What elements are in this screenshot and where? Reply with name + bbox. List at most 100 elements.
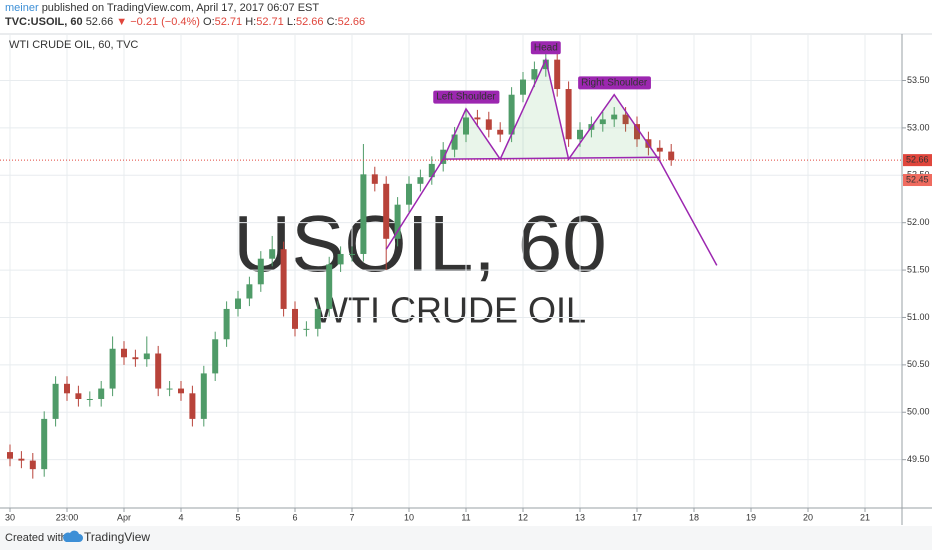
y-tick-label: 50.50 xyxy=(907,359,930,369)
chart-title: WTI CRUDE OIL, 60, TVC xyxy=(9,39,138,51)
candle-body xyxy=(520,79,526,95)
x-tick-label: 5 xyxy=(235,512,240,522)
candle-body xyxy=(155,353,162,389)
candle-body xyxy=(611,114,618,120)
candle-body xyxy=(292,308,298,329)
candle-body xyxy=(166,388,173,390)
y-tick-label: 53.00 xyxy=(907,122,930,132)
candle-body xyxy=(212,339,219,374)
ohlc-value: 52.66 xyxy=(338,16,366,28)
candle-body xyxy=(417,177,424,184)
x-tick-label: 13 xyxy=(575,512,585,522)
candle-body xyxy=(394,204,401,239)
watermark: USOIL, 60 xyxy=(233,199,607,288)
x-tick-label: 18 xyxy=(689,512,699,522)
arrow: ▼ xyxy=(116,16,127,28)
change: −0.21 (−0.4%) xyxy=(130,16,200,28)
x-tick-label: 12 xyxy=(518,512,528,522)
candle-body xyxy=(109,348,116,389)
grid xyxy=(0,35,902,508)
candle-body xyxy=(440,149,447,164)
candle-body xyxy=(52,383,59,419)
candle-body xyxy=(178,388,184,394)
ohlc-label: C: xyxy=(327,16,338,28)
candle-body xyxy=(656,147,663,152)
candle-body xyxy=(121,348,127,358)
y-tick-label: 51.50 xyxy=(907,264,930,274)
candle-body xyxy=(303,328,310,330)
pattern-line xyxy=(385,57,718,266)
footer-brand[interactable]: TradingView xyxy=(84,530,150,544)
annotation-box xyxy=(530,41,561,55)
candle-body xyxy=(18,458,25,461)
author[interactable]: meiner xyxy=(5,2,39,14)
x-tick-label: 20 xyxy=(803,512,813,522)
candle-body xyxy=(577,129,583,140)
pattern-fill xyxy=(443,59,660,162)
candle-body xyxy=(269,249,276,259)
candle-body xyxy=(280,249,287,309)
candle-body xyxy=(668,151,675,161)
x-tick-label: 6 xyxy=(292,512,297,522)
x-tick-label: 7 xyxy=(349,512,354,522)
annotation-label: Head xyxy=(534,42,558,53)
watermark: WTI CRUDE OIL xyxy=(314,290,586,331)
price-badge xyxy=(903,154,932,167)
price: 52.66 xyxy=(86,16,114,28)
candle-body xyxy=(428,163,435,178)
candle-body xyxy=(326,264,333,309)
annotation-box xyxy=(433,90,500,104)
y-tick-label: 53.50 xyxy=(907,75,930,85)
annotation-box xyxy=(578,76,651,90)
x-tick-label: 17 xyxy=(632,512,642,522)
candle-body xyxy=(257,258,264,285)
pattern-line xyxy=(443,156,660,160)
annotation-label: Left Shoulder xyxy=(436,92,496,103)
ohlc-value: 52.66 xyxy=(296,16,324,28)
candle-body xyxy=(497,129,504,135)
candle-body xyxy=(223,308,230,340)
candle-body xyxy=(132,357,139,360)
x-tick-label: Apr xyxy=(117,512,131,522)
candle-body xyxy=(474,117,481,120)
candle-body xyxy=(463,117,469,135)
candle-body xyxy=(406,183,412,205)
candle-body xyxy=(86,398,93,400)
candle-body xyxy=(189,393,196,419)
symbol-line: TVC:USOIL, 60 52.66 ▼ −0.21 (−0.4%) O:52… xyxy=(5,16,365,28)
footer-created: Created with xyxy=(5,532,67,544)
candle-body xyxy=(64,383,70,394)
price-badge-label: 52.66 xyxy=(906,154,929,164)
x-tick-label: 11 xyxy=(461,512,470,522)
annotation-label: Right Shoulder xyxy=(581,77,648,88)
x-tick-label: 4 xyxy=(178,512,183,522)
x-tick-label: 19 xyxy=(746,512,756,522)
candle-body xyxy=(29,460,36,470)
candle-body xyxy=(360,174,367,254)
footer-bar xyxy=(0,526,932,550)
candle-body xyxy=(383,183,390,239)
candle-body xyxy=(246,284,253,299)
candle-body xyxy=(349,253,355,255)
brand-icon xyxy=(63,530,83,542)
candle-body xyxy=(622,114,629,125)
price-badge-label: 52.45 xyxy=(906,174,929,184)
x-tick-label: 30 xyxy=(5,512,15,522)
y-tick-label: 49.50 xyxy=(907,454,930,464)
candle-body xyxy=(634,124,640,140)
x-tick-label: 23:00 xyxy=(56,512,79,522)
candle-body xyxy=(451,134,458,150)
y-tick-label: 50.00 xyxy=(907,407,930,417)
candle-body xyxy=(41,418,48,470)
candle-body xyxy=(508,94,515,135)
candle-body xyxy=(599,119,606,125)
candle-body xyxy=(485,119,492,130)
candle-body xyxy=(98,388,105,399)
ohlc-label: H: xyxy=(245,16,256,28)
published: published on TradingView.com, April 17, … xyxy=(42,2,320,14)
candle-body xyxy=(554,59,561,90)
candle-body xyxy=(542,59,549,70)
y-tick-label: 51.00 xyxy=(907,312,930,322)
